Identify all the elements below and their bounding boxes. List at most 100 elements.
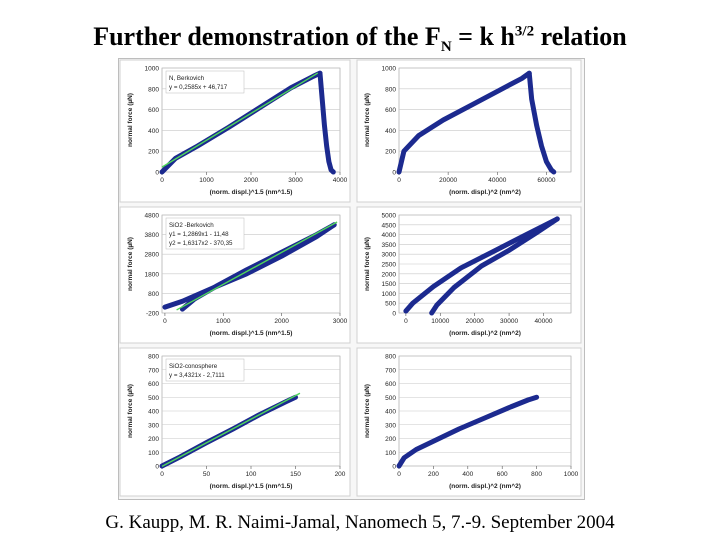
x-axis-label: (norm. displ.)^1.5 (nm^1.5)	[210, 188, 293, 196]
y-tick-label: 700	[385, 367, 396, 374]
x-tick-label: 3000	[288, 177, 303, 184]
x-tick-label: 40000	[534, 318, 552, 325]
y-tick-label: 500	[385, 301, 396, 308]
y-tick-label: 600	[385, 381, 396, 388]
y-tick-label: 1500	[382, 281, 397, 288]
x-tick-label: 50	[203, 471, 211, 478]
x-tick-label: 60000	[537, 177, 555, 184]
y-tick-label: 2500	[382, 262, 397, 269]
y-tick-label: 200	[148, 149, 159, 156]
x-tick-label: 1000	[216, 318, 231, 325]
y-axis-label: normal force (µN)	[364, 93, 371, 147]
legend-box	[165, 358, 245, 382]
x-tick-label: 2000	[244, 177, 259, 184]
x-tick-label: 150	[290, 471, 301, 478]
slide-title: Further demonstration of the FN = k h3/2…	[93, 22, 627, 56]
y-tick-label: 100	[385, 450, 396, 457]
data-series-1	[396, 394, 540, 469]
chart-panel-5: 0 100 200 300 400 500 600 700 800 0 50 100 150 200 (no…	[119, 347, 351, 497]
y-tick-label: -200	[146, 311, 159, 318]
x-tick-label: 0	[404, 318, 408, 325]
y-axis-label: normal force (µN)	[127, 384, 134, 438]
legend-entry: N, Berkovich	[169, 75, 205, 82]
fit-line	[161, 392, 301, 467]
y-tick-label: 800	[385, 86, 396, 93]
y-tick-label: 200	[385, 436, 396, 443]
y-tick-label: 400	[148, 409, 159, 416]
y-tick-label: 2800	[145, 252, 160, 259]
legend-entry: y2 = 1,6317x2 - 370,35	[169, 240, 233, 247]
data-series-2	[179, 222, 337, 312]
y-tick-label: 800	[148, 291, 159, 298]
legend-entry: y = 3,4321x - 2,7111	[169, 372, 225, 379]
y-tick-label: 600	[148, 107, 159, 114]
x-axis-label: (norm. displ.)^1.5 (nm^1.5)	[210, 482, 293, 490]
y-tick-label: 0	[155, 170, 159, 177]
x-tick-label: 0	[397, 471, 401, 478]
y-tick-label: 3800	[145, 232, 160, 239]
y-tick-label: 3000	[382, 252, 397, 259]
x-tick-label: 100	[246, 471, 257, 478]
x-tick-label: 1000	[564, 471, 579, 478]
y-axis-label: normal force (µN)	[364, 237, 371, 291]
x-tick-label: 20000	[439, 177, 457, 184]
y-tick-label: 300	[385, 422, 396, 429]
y-tick-label: 400	[148, 128, 159, 135]
x-tick-label: 2000	[274, 318, 289, 325]
y-tick-label: 1800	[145, 271, 160, 278]
legend-entry: y = 0,2585x + 46,717	[169, 84, 228, 91]
fit-line	[176, 221, 338, 311]
y-tick-label: 500	[148, 395, 159, 402]
x-tick-label: 800	[531, 471, 542, 478]
y-tick-label: 800	[148, 354, 159, 361]
y-tick-label: 4500	[382, 222, 397, 229]
fit-line	[161, 72, 319, 168]
y-tick-label: 1000	[145, 66, 160, 73]
chart-panel-4: 0 500 1000 1500 2000 2500 3000 3500 4000 4500 5000…	[356, 206, 582, 344]
x-tick-label: 30000	[500, 318, 518, 325]
legend-entry: SiO2-conosphere	[169, 363, 218, 370]
y-tick-label: 200	[385, 149, 396, 156]
x-tick-label: 200	[428, 471, 439, 478]
legend-box	[165, 70, 245, 94]
y-tick-label: 0	[392, 170, 396, 177]
legend-entry: y1 = 1,2869x1 - 11,48	[169, 231, 229, 238]
x-axis-label: (norm. displ.)^2 (nm^2)	[449, 188, 521, 196]
y-tick-label: 600	[148, 381, 159, 388]
y-tick-label: 3500	[382, 242, 397, 249]
y-tick-label: 400	[385, 128, 396, 135]
x-tick-label: 0	[160, 177, 164, 184]
x-tick-label: 0	[160, 471, 164, 478]
legend-entry: SiO2 -Berkovich	[169, 222, 214, 229]
y-tick-label: 100	[148, 450, 159, 457]
y-tick-label: 4800	[145, 213, 160, 220]
y-tick-label: 200	[148, 436, 159, 443]
x-tick-label: 1000	[199, 177, 214, 184]
legend-box	[165, 217, 245, 250]
chart-panel-3: -200 800 1800 2800 3800 4800 0 1000 2000 3000 (nor…	[119, 206, 351, 344]
x-tick-label: 10000	[431, 318, 449, 325]
y-tick-label: 300	[148, 422, 159, 429]
y-tick-label: 5000	[382, 213, 397, 220]
x-axis-label: (norm. displ.)^2 (nm^2)	[449, 329, 521, 337]
data-series-1	[403, 216, 560, 314]
y-tick-label: 0	[392, 464, 396, 471]
chart-panel-2: 0 200 400 600 800 1000 0 20000 40000 60000 (norm. …	[356, 59, 582, 203]
y-tick-label: 800	[148, 86, 159, 93]
x-axis-label: (norm. displ.)^2 (nm^2)	[449, 482, 521, 490]
y-tick-label: 500	[385, 395, 396, 402]
x-tick-label: 0	[397, 177, 401, 184]
citation-footer: G. Kaupp, M. R. Naimi-Jamal, Nanomech 5,…	[105, 512, 615, 533]
x-tick-label: 4000	[333, 177, 348, 184]
y-tick-label: 2000	[382, 271, 397, 278]
y-tick-label: 700	[148, 367, 159, 374]
data-series-1	[396, 70, 532, 175]
x-tick-label: 200	[335, 471, 346, 478]
y-tick-label: 0	[155, 464, 159, 471]
chart-panel-1: 0 200 400 600 800 1000 0 1000 2000 3000 4000 (norm.…	[119, 59, 351, 203]
y-tick-label: 0	[392, 311, 396, 318]
data-series-2	[429, 216, 560, 316]
x-tick-label: 40000	[488, 177, 506, 184]
x-axis-label: (norm. displ.)^1.5 (nm^1.5)	[210, 329, 293, 337]
